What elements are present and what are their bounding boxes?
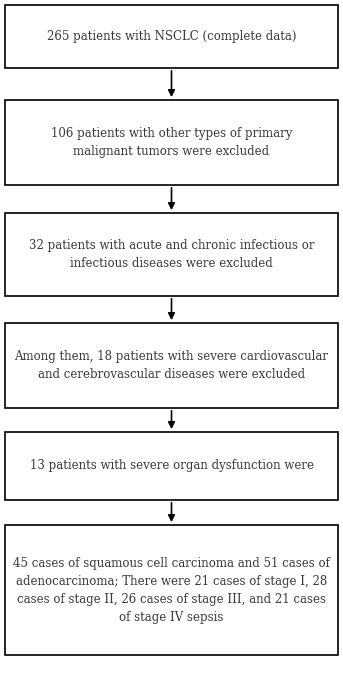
Text: 32 patients with acute and chronic infectious or
infectious diseases were exclud: 32 patients with acute and chronic infec…: [29, 239, 314, 270]
Bar: [5, 100, 338, 185]
Bar: [5, 432, 338, 500]
Text: 106 patients with other types of primary
malignant tumors were excluded: 106 patients with other types of primary…: [51, 127, 292, 158]
Bar: [5, 5, 338, 68]
Bar: [5, 525, 338, 655]
Text: 45 cases of squamous cell carcinoma and 51 cases of
adenocarcinoma; There were 2: 45 cases of squamous cell carcinoma and …: [13, 556, 330, 624]
Bar: [5, 213, 338, 296]
Text: Among them, 18 patients with severe cardiovascular
and cerebrovascular diseases : Among them, 18 patients with severe card…: [14, 350, 329, 381]
Text: 265 patients with NSCLC (complete data): 265 patients with NSCLC (complete data): [47, 30, 296, 43]
Text: 13 patients with severe organ dysfunction were: 13 patients with severe organ dysfunctio…: [29, 460, 314, 473]
Bar: [5, 323, 338, 408]
